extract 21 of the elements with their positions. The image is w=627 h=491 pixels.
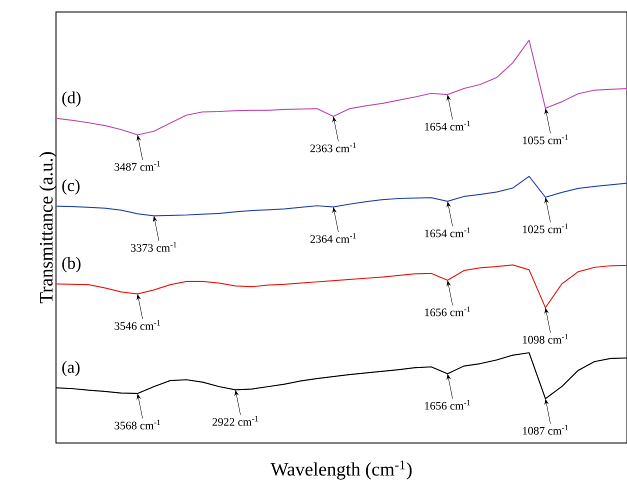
series-label: (c) bbox=[62, 179, 80, 195]
series-label: (a) bbox=[62, 360, 80, 376]
annotation: 2363 cm$^{-1}$ bbox=[310, 142, 356, 152]
annotation: 1025 cm$^{-1}$ bbox=[522, 223, 568, 234]
annotation: 1654 cm$^{-1}$ bbox=[425, 228, 470, 238]
series-label: (d) bbox=[62, 91, 81, 107]
annotation: 1656 cm$^{-1}$ bbox=[425, 400, 470, 410]
annotation: 1654 cm$^{-1}$ bbox=[425, 120, 470, 131]
series-label: (b) bbox=[62, 257, 81, 272]
annotation: 2364 cm$^{-1}$ bbox=[310, 233, 356, 243]
annotation: 3546 cm$^{-1}$ bbox=[114, 320, 160, 330]
x-axis-title: Wavelength (cm$^{-1}$) bbox=[270, 460, 412, 480]
annotation: 3487 cm$^{-1}$ bbox=[114, 161, 160, 171]
y-axis-title: Transmittance (a.u.) bbox=[39, 152, 56, 304]
annotation: 1087 cm$^{-1}$ bbox=[522, 424, 568, 435]
annotation: 2922 cm$^{-1}$ bbox=[212, 416, 258, 426]
annotation: 3568 cm$^{-1}$ bbox=[114, 420, 160, 430]
annotation: 3373 cm$^{-1}$ bbox=[130, 242, 176, 252]
annotation: 1656 cm$^{-1}$ bbox=[425, 306, 470, 316]
annotation: 1098 cm$^{-1}$ bbox=[522, 334, 568, 344]
annotation: 1055 cm$^{-1}$ bbox=[522, 134, 568, 144]
